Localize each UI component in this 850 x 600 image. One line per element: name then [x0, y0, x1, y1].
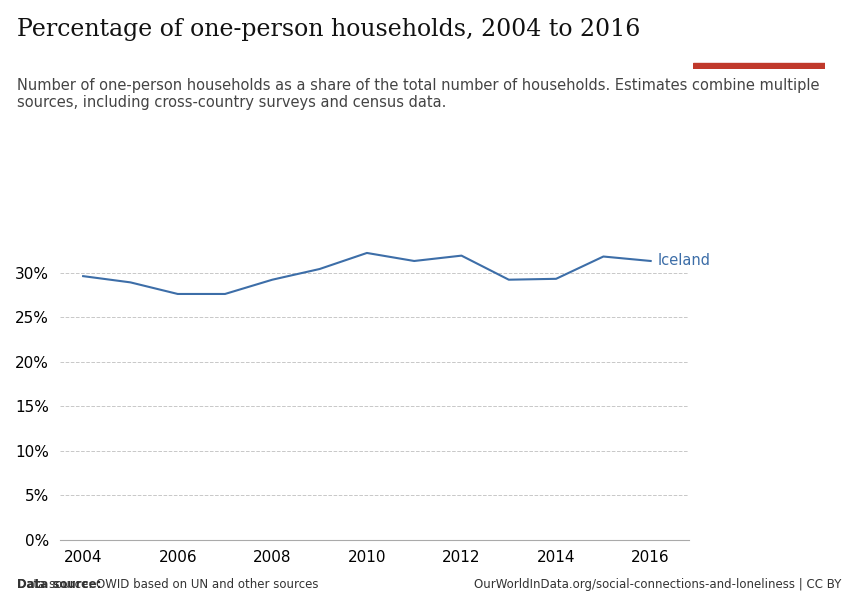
Text: Percentage of one-person households, 2004 to 2016: Percentage of one-person households, 200…: [17, 18, 640, 41]
Text: Data source:: Data source:: [17, 578, 101, 591]
Text: Iceland: Iceland: [658, 253, 711, 268]
Text: Data source: OWID based on UN and other sources: Data source: OWID based on UN and other …: [17, 578, 319, 591]
Bar: [693, 63, 824, 69]
Text: Number of one-person households as a share of the total number of households. Es: Number of one-person households as a sha…: [17, 78, 819, 110]
Text: in Data: in Data: [736, 40, 781, 50]
Text: OurWorldInData.org/social-connections-and-loneliness | CC BY: OurWorldInData.org/social-connections-an…: [474, 578, 842, 591]
Text: Our World: Our World: [727, 22, 790, 32]
